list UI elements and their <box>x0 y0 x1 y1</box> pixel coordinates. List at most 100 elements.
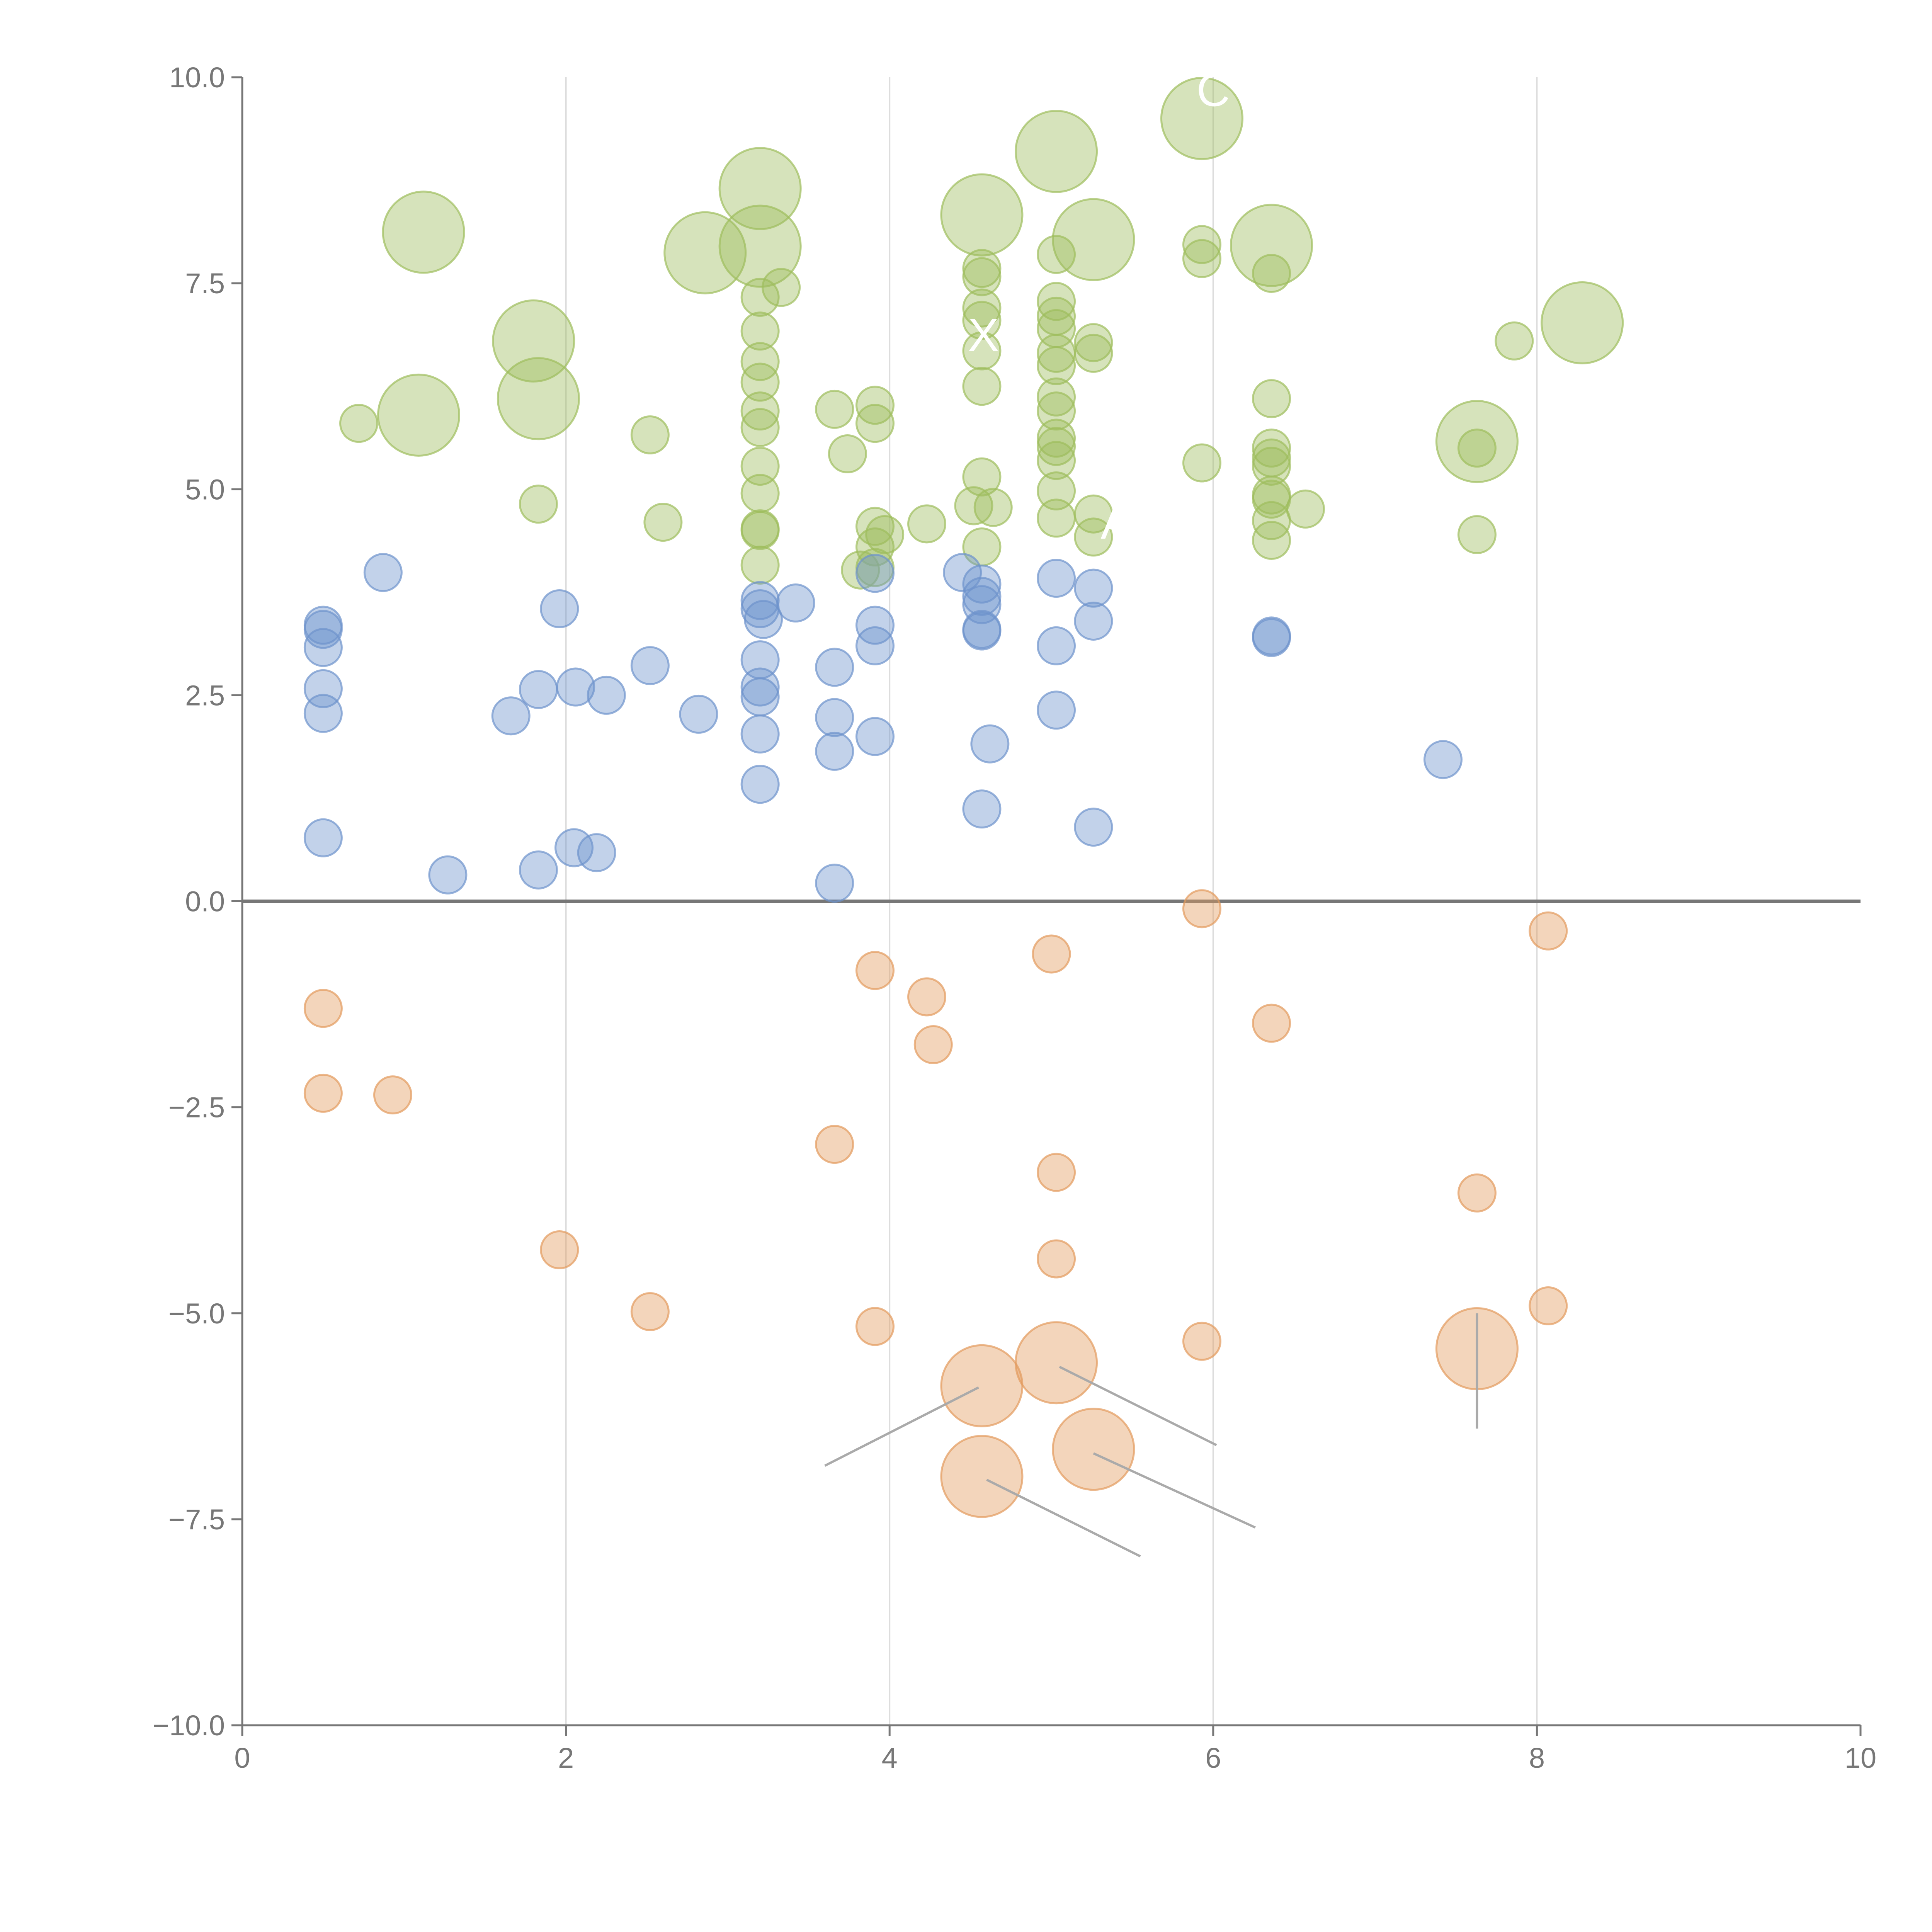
low-bubble <box>1182 1321 1221 1361</box>
annotation-label: X <box>968 309 999 361</box>
high-bubble <box>1037 471 1076 511</box>
high-bubble <box>762 268 801 307</box>
low-bubble <box>1529 911 1568 951</box>
mid-bubble <box>1037 559 1076 598</box>
mid-bubble <box>1037 690 1076 730</box>
low-bubble <box>1032 934 1071 974</box>
mid-bubble <box>815 698 854 737</box>
mid-bubble <box>587 675 626 715</box>
y-tick-label: −5.0 <box>168 1298 225 1330</box>
high-bubble <box>1252 520 1291 560</box>
x-tick-label: 6 <box>1205 1742 1221 1774</box>
mid-bubble <box>855 717 895 756</box>
low-bubble <box>540 1230 579 1270</box>
high-bubble <box>962 301 1002 340</box>
y-tick-label: 7.5 <box>185 267 225 299</box>
high-bubble <box>1252 379 1291 418</box>
high-bubble <box>740 545 780 585</box>
x-tick-label: 4 <box>882 1742 898 1774</box>
leader-line <box>986 1478 1141 1558</box>
high-bubble <box>519 485 558 524</box>
mid-bubble <box>962 611 1002 651</box>
high-bubble <box>1037 441 1076 480</box>
mid-bubble <box>815 731 854 771</box>
high-bubble <box>962 457 1002 497</box>
leader-line <box>1059 1366 1217 1446</box>
mid-bubble <box>554 828 594 867</box>
high-bubble <box>740 311 780 351</box>
low-bubble <box>1037 1153 1076 1192</box>
low-bubble <box>1529 1286 1568 1326</box>
high-bubble <box>1037 235 1076 274</box>
low-bubble <box>1182 889 1221 929</box>
y-tick-label: −7.5 <box>168 1503 225 1536</box>
leader-line <box>1093 1452 1256 1529</box>
low-bubble <box>1252 1003 1291 1043</box>
x-tick-label: 8 <box>1529 1742 1545 1774</box>
mid-bubble <box>1423 740 1463 779</box>
mid-bubble <box>491 696 531 736</box>
high-bubble <box>740 408 780 447</box>
axes: 10.0 7.5 5.0 2.5 0.0 −2.5 −5.0 −7.5 −10.0 0 2 4 6 8 10 <box>153 61 1876 1774</box>
high-bubble <box>377 373 460 457</box>
high-bubble <box>643 503 683 542</box>
mid-bubble <box>855 554 895 593</box>
mid-bubble <box>815 864 854 903</box>
high-bubble <box>865 515 905 554</box>
high-bubble <box>740 391 780 431</box>
high-bubble <box>740 277 780 317</box>
high-bubble <box>962 249 1002 288</box>
low-bubble <box>630 1292 670 1331</box>
x-tick-label: 10 <box>1845 1742 1876 1774</box>
high-bubble <box>1457 429 1497 468</box>
high-bubble <box>382 190 465 274</box>
low-bubble <box>855 951 895 990</box>
high-bubble <box>1074 323 1113 362</box>
low-bubble <box>907 977 947 1017</box>
high-bubble <box>962 257 1002 296</box>
high-bubble <box>1252 447 1291 486</box>
high-bubble <box>1182 225 1221 264</box>
high-bubble <box>663 211 747 294</box>
high-bubble <box>1182 443 1221 483</box>
mid-bubble <box>556 667 595 707</box>
high-bubble <box>1541 281 1624 364</box>
mid-bubble <box>303 818 343 857</box>
annotations: C X A <box>968 65 1230 549</box>
high-bubble <box>1074 333 1113 373</box>
mid-bubble <box>962 789 1002 829</box>
high-bubble <box>1457 515 1497 554</box>
high-bubble <box>740 362 780 402</box>
mid-bubble <box>1252 618 1291 657</box>
mid-bubble <box>540 589 579 628</box>
high-bubble <box>497 357 580 440</box>
low-bubble <box>815 1125 854 1164</box>
mid-bubble <box>855 626 895 665</box>
high-bubble <box>1074 494 1113 534</box>
high-bubble <box>828 434 867 474</box>
y-tick-label: −10.0 <box>153 1709 225 1742</box>
high-bubble <box>740 342 780 381</box>
high-bubble <box>718 204 802 288</box>
high-bubble <box>740 447 780 486</box>
high-bubble <box>841 550 880 590</box>
high-bubble <box>962 331 1002 371</box>
mid-bubble <box>303 694 343 733</box>
mid-bubble <box>744 600 783 639</box>
mid-bubble <box>679 694 718 734</box>
mid-bubble <box>519 670 558 709</box>
high-bubble <box>1435 400 1519 483</box>
high-bubble <box>907 504 947 544</box>
mid-bubble <box>363 553 403 592</box>
high-bubble <box>1037 377 1076 417</box>
high-bubble <box>1037 391 1076 431</box>
low-bubble <box>1037 1239 1076 1279</box>
low-bubble <box>940 1435 1024 1518</box>
high-bubble <box>630 415 670 455</box>
leader-line <box>824 1386 979 1467</box>
low-bubble <box>373 1075 412 1115</box>
x-tick-label: 2 <box>558 1742 574 1774</box>
high-bubble <box>1037 418 1076 458</box>
high-bubble <box>1160 77 1243 160</box>
